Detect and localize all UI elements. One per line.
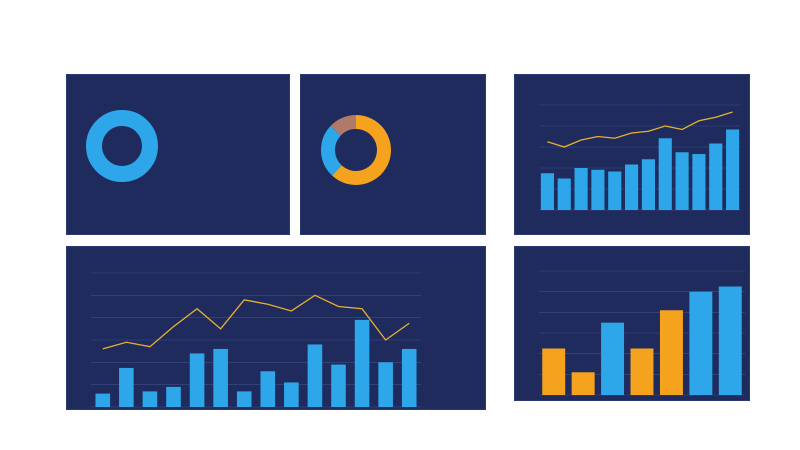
bar bbox=[307, 344, 323, 407]
bar bbox=[331, 364, 346, 407]
bar bbox=[601, 322, 625, 395]
bar bbox=[659, 310, 683, 395]
bar-panel-5 bbox=[514, 246, 750, 401]
series-line bbox=[547, 111, 733, 148]
bar bbox=[591, 169, 605, 210]
bar bbox=[540, 173, 554, 210]
bar bbox=[658, 138, 672, 210]
bar bbox=[557, 178, 571, 210]
series-line bbox=[102, 294, 410, 350]
donut-slice bbox=[86, 110, 158, 182]
bar bbox=[378, 362, 393, 407]
donut-slice bbox=[332, 115, 391, 185]
donut-chart-1 bbox=[86, 110, 158, 182]
bar bbox=[401, 348, 417, 407]
donut-chart-2 bbox=[321, 115, 391, 185]
bar-chart-4 bbox=[91, 272, 421, 408]
bar bbox=[119, 367, 134, 407]
bar bbox=[236, 391, 252, 407]
donut-slice bbox=[321, 126, 342, 176]
bar bbox=[542, 348, 566, 395]
bar bbox=[571, 372, 595, 395]
bar-chart-5 bbox=[539, 270, 745, 396]
bar-panel-4 bbox=[66, 246, 486, 410]
bar bbox=[718, 286, 742, 395]
bar bbox=[641, 159, 655, 210]
donut-panel-2 bbox=[300, 74, 486, 235]
bar bbox=[625, 164, 639, 210]
bar bbox=[142, 391, 158, 407]
bar bbox=[189, 353, 205, 407]
bar bbox=[574, 168, 588, 210]
bar bbox=[284, 382, 299, 407]
bar bbox=[354, 319, 370, 407]
bar bbox=[630, 348, 654, 395]
bar-chart-3 bbox=[539, 104, 741, 211]
bar bbox=[692, 154, 706, 210]
bar bbox=[709, 143, 723, 210]
bar bbox=[608, 171, 622, 210]
donut-slice bbox=[330, 115, 357, 136]
bar bbox=[95, 393, 111, 407]
bar bbox=[260, 371, 276, 407]
bar bbox=[166, 386, 181, 407]
donut-panel-1 bbox=[66, 74, 290, 235]
bar bbox=[726, 129, 740, 210]
bar bbox=[213, 348, 228, 407]
bar bbox=[675, 152, 689, 210]
bar bbox=[689, 291, 713, 395]
bar-panel-3 bbox=[514, 74, 750, 235]
